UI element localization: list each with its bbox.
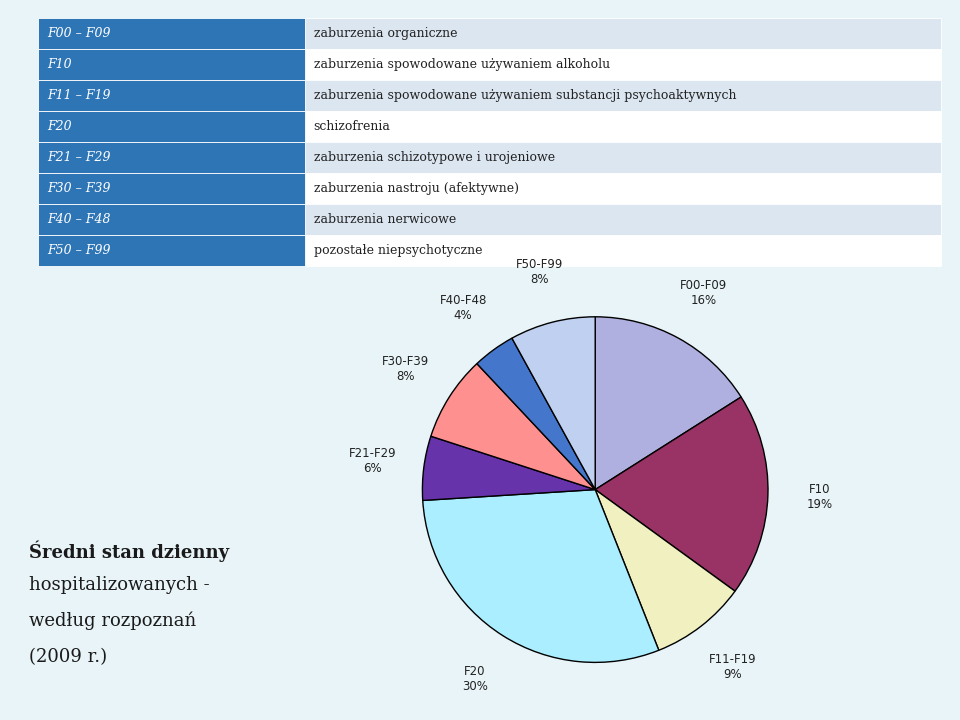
Wedge shape: [477, 338, 595, 490]
Text: F50-F99
8%: F50-F99 8%: [516, 258, 563, 286]
Text: F11 – F19: F11 – F19: [47, 89, 111, 102]
Bar: [304, 49, 941, 80]
Bar: [304, 204, 941, 235]
Bar: [38, 18, 304, 49]
Text: pozostałe niepsychotyczne: pozostałe niepsychotyczne: [314, 244, 482, 257]
Text: schizofrenia: schizofrenia: [314, 120, 391, 133]
Text: F10: F10: [47, 58, 72, 71]
Text: F30 – F39: F30 – F39: [47, 182, 111, 195]
Text: (2009 r.): (2009 r.): [29, 648, 107, 666]
Text: F21-F29
6%: F21-F29 6%: [348, 447, 396, 475]
Wedge shape: [422, 436, 595, 500]
Text: zaburzenia schizotypowe i urojeniowe: zaburzenia schizotypowe i urojeniowe: [314, 151, 555, 164]
Text: F30-F39
8%: F30-F39 8%: [382, 355, 429, 383]
Wedge shape: [512, 317, 595, 490]
Text: zaburzenia organiczne: zaburzenia organiczne: [314, 27, 457, 40]
Bar: [38, 49, 304, 80]
Wedge shape: [595, 490, 735, 650]
Text: zaburzenia nastroju (afektywne): zaburzenia nastroju (afektywne): [314, 182, 518, 195]
Bar: [38, 174, 304, 204]
Bar: [304, 80, 941, 111]
Bar: [38, 143, 304, 174]
Text: zaburzenia nerwicowe: zaburzenia nerwicowe: [314, 213, 456, 226]
Wedge shape: [431, 364, 595, 490]
Text: F00-F09
16%: F00-F09 16%: [680, 279, 727, 307]
Bar: [304, 174, 941, 204]
Text: hospitalizowanych -: hospitalizowanych -: [29, 576, 209, 594]
Bar: [38, 80, 304, 111]
Bar: [304, 111, 941, 143]
Text: F20
30%: F20 30%: [462, 665, 488, 693]
Bar: [304, 235, 941, 266]
Text: F50 – F99: F50 – F99: [47, 244, 111, 257]
Text: zaburzenia spowodowane używaniem substancji psychoaktywnych: zaburzenia spowodowane używaniem substan…: [314, 89, 736, 102]
Text: F20: F20: [47, 120, 72, 133]
Text: według rozpoznań: według rozpoznań: [29, 612, 196, 631]
Text: F00 – F09: F00 – F09: [47, 27, 111, 40]
Wedge shape: [595, 317, 741, 490]
Text: F40 – F48: F40 – F48: [47, 213, 111, 226]
Text: Średni stan dzienny: Średni stan dzienny: [29, 540, 228, 562]
Text: F21 – F29: F21 – F29: [47, 151, 111, 164]
Wedge shape: [595, 397, 768, 591]
Bar: [304, 143, 941, 174]
Text: F10
19%: F10 19%: [806, 482, 832, 510]
Bar: [38, 235, 304, 266]
Bar: [38, 204, 304, 235]
Text: zaburzenia spowodowane używaniem alkoholu: zaburzenia spowodowane używaniem alkohol…: [314, 58, 610, 71]
Bar: [304, 18, 941, 49]
Text: F40-F48
4%: F40-F48 4%: [440, 294, 487, 322]
Text: F11-F19
9%: F11-F19 9%: [709, 653, 756, 681]
Wedge shape: [422, 490, 659, 662]
Bar: [38, 111, 304, 143]
